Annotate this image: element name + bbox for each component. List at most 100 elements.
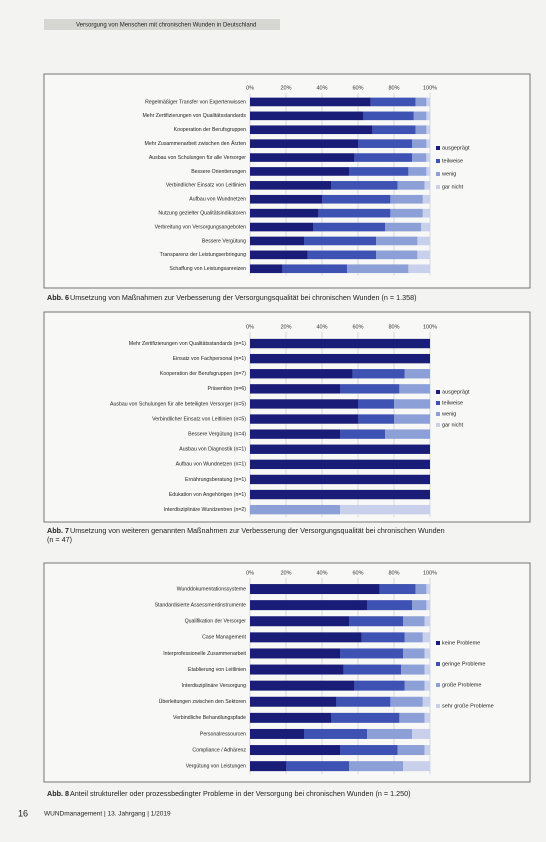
bar-segment — [318, 208, 391, 218]
category-label: Bessere Orientierungen — [191, 169, 246, 175]
bar-segment — [426, 97, 430, 107]
bar-segment — [347, 264, 409, 274]
bar-segment — [250, 664, 344, 675]
bar-segment — [412, 728, 430, 739]
bar-segment — [426, 167, 430, 176]
bar-segment — [250, 584, 380, 595]
x-tick-label: 80% — [388, 570, 399, 576]
bar-segment — [354, 680, 405, 691]
bar-segment — [250, 125, 373, 135]
bar-segment — [424, 648, 430, 659]
category-label: Prävention (n=6) — [208, 386, 247, 392]
bar-segment — [349, 616, 403, 627]
bar-segment — [390, 208, 423, 218]
bar-segment — [363, 111, 414, 121]
bar-segment — [404, 369, 430, 379]
bar-segment — [250, 712, 331, 723]
category-label: Einsatz von Fachpersonal (n=1) — [173, 356, 247, 362]
bar-segment — [426, 125, 430, 135]
bar-segment — [372, 125, 416, 135]
bar-segment — [349, 761, 403, 772]
legend-swatch — [436, 401, 440, 405]
bar-segment — [413, 111, 427, 121]
category-label: Case Management — [202, 635, 246, 641]
legend-swatch — [436, 683, 440, 687]
bar-segment — [250, 728, 304, 739]
bar-segment — [250, 111, 364, 121]
bar-segment — [250, 194, 322, 204]
header-band — [44, 19, 280, 30]
bar-segment — [250, 338, 430, 349]
figure-label: Abb. 7 — [47, 526, 69, 535]
x-tick-label: 60% — [352, 324, 363, 330]
x-tick-label: 20% — [280, 324, 291, 330]
category-label: Qualifikation der Versorger — [185, 619, 247, 625]
bar-segment — [250, 680, 355, 691]
bar-segment — [399, 712, 425, 723]
bar-segment — [385, 429, 430, 439]
page-number: 16 — [18, 808, 28, 818]
bar-segment — [394, 414, 430, 424]
bar-segment — [358, 399, 394, 409]
journal-info: WUNDmanagement | 13. Jahrgang | 1/2019 — [44, 811, 171, 818]
legend-label: keine Probleme — [442, 640, 480, 646]
bar-segment — [403, 616, 425, 627]
bar-segment — [358, 414, 394, 424]
bar-segment — [250, 745, 340, 756]
category-label: Schaffung von Leistungsanreizen — [169, 266, 246, 272]
category-label: Standardisierte Assessmentinstrumente — [155, 603, 247, 609]
figure-caption: Anteil struktureller oder prozessbedingt… — [70, 789, 410, 798]
bar-segment — [250, 139, 358, 148]
bar-segment — [426, 139, 430, 148]
category-label: Kooperation der Berufsgruppen — [174, 127, 247, 133]
bar-segment — [424, 664, 430, 675]
bar-segment — [250, 429, 340, 439]
legend-swatch — [436, 172, 440, 176]
legend-label: ausgeprägt — [442, 389, 470, 395]
legend-swatch — [436, 146, 440, 150]
legend-label: wenig — [441, 171, 456, 177]
x-tick-label: 0% — [246, 570, 254, 576]
legend-swatch — [436, 412, 440, 416]
bar-segment — [250, 167, 349, 176]
legend-label: geringe Probleme — [442, 661, 485, 667]
x-tick-label: 100% — [423, 324, 437, 330]
bar-segment — [399, 384, 430, 394]
bar-segment — [376, 250, 418, 260]
bar-segment — [250, 369, 353, 379]
bar-segment — [250, 600, 367, 611]
bar-segment — [340, 648, 403, 659]
bar-segment — [352, 369, 405, 379]
bar-segment — [307, 250, 376, 260]
bar-segment — [404, 680, 425, 691]
legend-label: große Probleme — [442, 682, 481, 688]
bar-segment — [250, 444, 430, 454]
bar-segment — [376, 236, 418, 246]
bar-segment — [304, 236, 376, 246]
category-label: Ausbau von Schulungen für alle Versorger — [149, 155, 246, 161]
bar-segment — [370, 97, 416, 107]
x-tick-label: 60% — [352, 85, 363, 91]
bar-segment — [250, 236, 304, 246]
bar-segment — [412, 153, 427, 162]
bar-segment — [250, 696, 337, 707]
category-label: Mehr Zusammenarbeit zwischen den Ärzten — [145, 140, 247, 147]
bar-segment — [250, 181, 331, 190]
x-tick-label: 40% — [316, 85, 327, 91]
bar-segment — [340, 745, 398, 756]
category-label: Personalressourcen — [200, 731, 246, 737]
bar-segment — [390, 696, 423, 707]
bar-segment — [250, 459, 430, 470]
bar-segment — [361, 632, 405, 643]
bar-segment — [422, 632, 430, 643]
legend-swatch — [436, 390, 440, 394]
x-tick-label: 80% — [388, 324, 399, 330]
category-label: Aufbau von Wundnetzen (n=1) — [176, 462, 247, 468]
bar-segment — [404, 632, 423, 643]
bar-segment — [282, 264, 348, 274]
figure-caption: Umsetzung von Maßnahmen zur Verbesserung… — [70, 293, 416, 302]
category-label: Interdisziplinäre Wundzentren (n=2) — [164, 507, 246, 513]
bar-segment — [424, 616, 430, 627]
bar-segment — [250, 399, 358, 409]
